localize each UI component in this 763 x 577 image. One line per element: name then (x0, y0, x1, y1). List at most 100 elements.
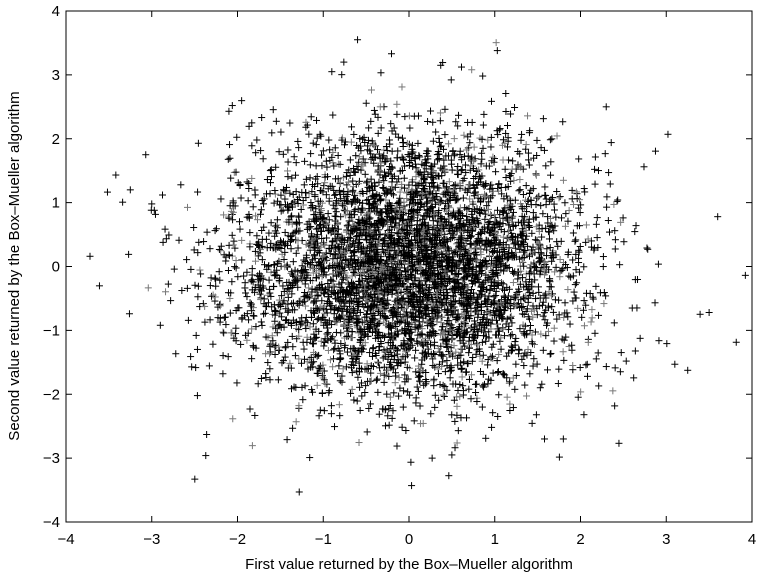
data-point (547, 349, 555, 357)
data-point (338, 71, 346, 79)
data-points (86, 36, 749, 496)
data-point (414, 139, 422, 147)
data-point (643, 244, 651, 252)
data-point (539, 210, 547, 218)
data-point (386, 402, 394, 410)
data-point (380, 378, 388, 386)
data-point (384, 412, 392, 420)
data-point (527, 261, 535, 269)
data-point (524, 242, 532, 250)
data-point (526, 370, 534, 378)
data-point (533, 360, 541, 368)
data-point (280, 255, 288, 263)
data-point (226, 141, 234, 149)
data-point (288, 332, 296, 340)
data-point (313, 134, 321, 142)
data-point (373, 375, 381, 383)
data-point (290, 153, 298, 161)
data-point (592, 220, 600, 228)
data-point (287, 213, 295, 221)
data-point (301, 157, 309, 165)
data-point (655, 337, 663, 345)
data-point (512, 334, 520, 342)
data-point (319, 147, 327, 155)
data-point (184, 316, 192, 324)
data-point (206, 316, 214, 324)
data-point (231, 263, 239, 271)
data-point (309, 139, 317, 147)
data-point (617, 218, 625, 226)
data-point (405, 201, 413, 209)
data-point (571, 237, 579, 245)
data-point (286, 189, 294, 197)
data-point (319, 374, 327, 382)
data-point (617, 349, 625, 357)
data-point (663, 340, 671, 348)
data-point (445, 178, 453, 186)
data-point (393, 442, 401, 450)
data-point (429, 137, 437, 145)
data-point (306, 323, 314, 331)
data-point (491, 214, 499, 222)
data-point (399, 403, 407, 411)
data-point (284, 338, 292, 346)
data-point (561, 199, 569, 207)
data-point (323, 163, 331, 171)
data-point (472, 299, 480, 307)
data-point (164, 280, 172, 288)
data-point (559, 176, 567, 184)
data-point (398, 423, 406, 431)
data-point (465, 349, 473, 357)
data-point (468, 66, 476, 74)
data-point (227, 174, 235, 182)
data-point (366, 400, 374, 408)
data-point (267, 341, 275, 349)
data-point (224, 213, 232, 221)
data-point (249, 312, 257, 320)
data-point (462, 169, 470, 177)
data-point (515, 187, 523, 195)
data-point (445, 472, 453, 480)
data-point (636, 334, 644, 342)
data-point (254, 380, 262, 388)
data-point (418, 360, 426, 368)
data-point (489, 340, 497, 348)
data-point (610, 319, 618, 327)
data-point (506, 332, 514, 340)
data-point (263, 265, 271, 273)
data-point (522, 182, 530, 190)
data-point (548, 303, 556, 311)
data-point (237, 194, 245, 202)
data-point (364, 136, 372, 144)
data-point (531, 328, 539, 336)
data-point (289, 190, 297, 198)
data-point (287, 245, 295, 253)
data-point (428, 173, 436, 181)
data-point (487, 212, 495, 220)
data-point (267, 179, 275, 187)
data-point (566, 320, 574, 328)
data-point (509, 157, 517, 165)
data-point (495, 391, 503, 399)
data-point (162, 288, 170, 296)
data-point (561, 299, 569, 307)
data-point (349, 249, 357, 257)
data-point (278, 313, 286, 321)
data-point (502, 129, 510, 137)
data-point (193, 392, 201, 400)
data-point (510, 240, 518, 248)
data-point (404, 151, 412, 159)
data-point (479, 144, 487, 152)
data-point (361, 170, 369, 178)
data-point (367, 175, 375, 183)
data-point (640, 163, 648, 171)
data-point (569, 229, 577, 237)
data-point (519, 302, 527, 310)
data-point (487, 97, 495, 105)
data-point (468, 118, 476, 126)
data-point (238, 236, 246, 244)
data-point (277, 244, 285, 252)
data-point (306, 174, 314, 182)
data-point (593, 214, 601, 222)
